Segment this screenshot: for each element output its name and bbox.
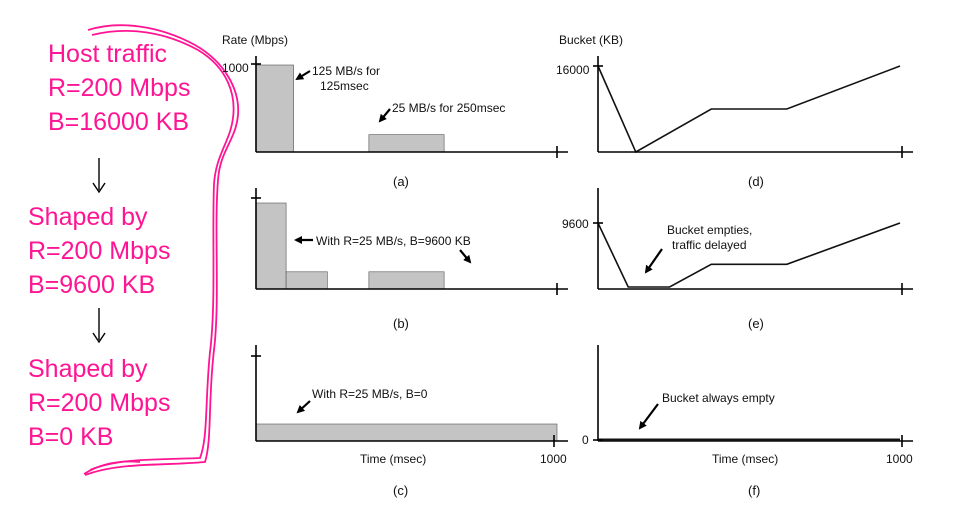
shaped-2-line-2: R=200 Mbps xyxy=(28,389,170,417)
note-c: With R=25 MB/s, B=0 xyxy=(312,387,428,401)
note-a-arrow-1 xyxy=(295,70,311,81)
bucket-line-e xyxy=(597,222,901,288)
panel-e: 9600 Bucket empties, traffic delayed (e) xyxy=(562,188,913,331)
note-a-line-1: 125 MB/s for xyxy=(312,64,380,78)
rate-bar-a-0 xyxy=(255,64,294,153)
panel-d: Bucket (KB) 16000 (d) xyxy=(556,33,913,189)
panel-c: With R=25 MB/s, B=0 Time (msec) 1000 (c) xyxy=(251,345,568,498)
bucket-tick-9600: 9600 xyxy=(562,217,589,231)
host-traffic-annotation: Host traffic R=200 Mbps B=16000 KB xyxy=(48,40,190,136)
rate-plot-a xyxy=(255,64,445,153)
down-arrow-2 xyxy=(92,308,106,344)
panel-f-label: (f) xyxy=(748,483,760,498)
note-c-arrow xyxy=(296,400,311,414)
note-f-arrow xyxy=(638,403,659,430)
rate-plot-c xyxy=(255,423,558,442)
rate-bar-b-2 xyxy=(368,271,445,290)
panel-a: Rate (Mbps) 1000 125 MB/s for 125msec 25… xyxy=(222,33,568,189)
bucket-line-d xyxy=(597,65,901,154)
bucket-tick-0: 0 xyxy=(582,433,589,447)
rate-tick-1000: 1000 xyxy=(222,61,249,75)
down-arrow-1 xyxy=(92,158,106,194)
x-tick-1000-f: 1000 xyxy=(886,452,913,466)
rate-bar-b-0 xyxy=(255,202,287,290)
shaped-1-line-1: Shaped by xyxy=(28,203,148,231)
bucket-tick-16000: 16000 xyxy=(556,63,590,77)
note-e-line-2: traffic delayed xyxy=(672,238,747,252)
note-a-2: 25 MB/s for 250msec xyxy=(392,101,505,115)
host-traffic-line-2: R=200 Mbps xyxy=(48,74,190,102)
note-b: With R=25 MB/s, B=9600 KB xyxy=(316,234,471,248)
note-e-line-1: Bucket empties, xyxy=(667,223,752,237)
shaped-2-line-3: B=0 KB xyxy=(28,423,113,451)
rate-bar-b-1 xyxy=(285,271,328,290)
panel-a-label: (a) xyxy=(393,174,409,189)
rate-axis-label: Rate (Mbps) xyxy=(222,33,288,47)
note-b-arrow-right xyxy=(459,249,472,264)
panel-d-label: (d) xyxy=(748,174,764,189)
note-a-line-2: 125msec xyxy=(320,79,369,93)
panel-b: With R=25 MB/s, B=9600 KB (b) xyxy=(251,188,568,331)
panel-c-label: (c) xyxy=(393,483,408,498)
x-axis-label-c: Time (msec) xyxy=(360,452,426,466)
pink-bracket xyxy=(83,24,239,476)
rate-bar-a-1 xyxy=(368,134,445,153)
panel-f: 0 Bucket always empty Time (msec) 1000 (… xyxy=(582,345,913,498)
shaped-1-line-2: R=200 Mbps xyxy=(28,237,170,265)
note-a-arrow-2 xyxy=(378,108,391,123)
bucket-axis-label: Bucket (KB) xyxy=(559,33,623,47)
x-tick-1000-c: 1000 xyxy=(540,452,567,466)
shaped-1-line-3: B=9600 KB xyxy=(28,271,155,299)
note-e-arrow xyxy=(644,248,663,274)
host-traffic-line-3: B=16000 KB xyxy=(48,108,189,136)
rate-bar-c-0 xyxy=(255,423,558,442)
shaped-2-line-1: Shaped by xyxy=(28,355,148,383)
host-traffic-line-1: Host traffic xyxy=(48,40,167,68)
shaped-0-annotation: Shaped by R=200 Mbps B=0 KB xyxy=(28,355,170,451)
panel-e-label: (e) xyxy=(748,316,764,331)
shaped-9600-annotation: Shaped by R=200 Mbps B=9600 KB xyxy=(28,203,170,299)
panel-b-label: (b) xyxy=(393,316,409,331)
x-axis-label-f: Time (msec) xyxy=(712,452,778,466)
note-f: Bucket always empty xyxy=(662,391,775,405)
rate-plot-b xyxy=(255,202,445,290)
